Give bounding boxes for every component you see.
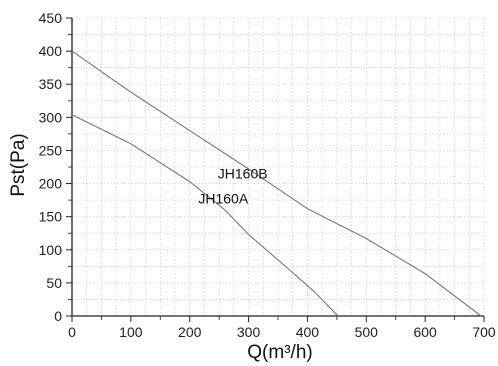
- y-tick-label: 300: [39, 109, 63, 125]
- y-tick-label: 250: [39, 142, 63, 158]
- x-tick-label: 300: [237, 324, 261, 340]
- x-tick-label: 0: [68, 324, 76, 340]
- ticks: 0 100 200 300 400 500 600 700 0 50 100 150 200 250 300…: [39, 10, 496, 340]
- y-axis-title: Pst(Pa): [8, 133, 29, 196]
- series-line-jh160b: [71, 50, 482, 317]
- y-tick-label: 200: [39, 176, 63, 192]
- x-tick-label: 200: [178, 324, 202, 340]
- x-axis-title: Q(m³/h): [247, 342, 312, 363]
- series: [71, 50, 482, 317]
- labels: JH160A JH160B: [198, 165, 267, 206]
- y-tick-label: 400: [39, 43, 63, 59]
- series-label-jh160a: JH160A: [198, 190, 248, 206]
- x-tick-label: 500: [355, 324, 379, 340]
- x-tick-label: 700: [472, 324, 496, 340]
- series-label-jh160b: JH160B: [218, 165, 268, 181]
- y-tick-label: 450: [39, 10, 63, 26]
- y-tick-label: 350: [39, 76, 63, 92]
- y-tick-label: 100: [39, 242, 63, 258]
- y-tick-label: 150: [39, 209, 63, 225]
- y-tick-label: 0: [54, 308, 62, 324]
- x-tick-label: 600: [413, 324, 437, 340]
- x-tick-label: 400: [296, 324, 320, 340]
- x-tick-label: 100: [119, 324, 143, 340]
- grid: [71, 17, 485, 317]
- series-line-jh160a: [71, 114, 339, 317]
- y-tick-label: 50: [46, 275, 62, 291]
